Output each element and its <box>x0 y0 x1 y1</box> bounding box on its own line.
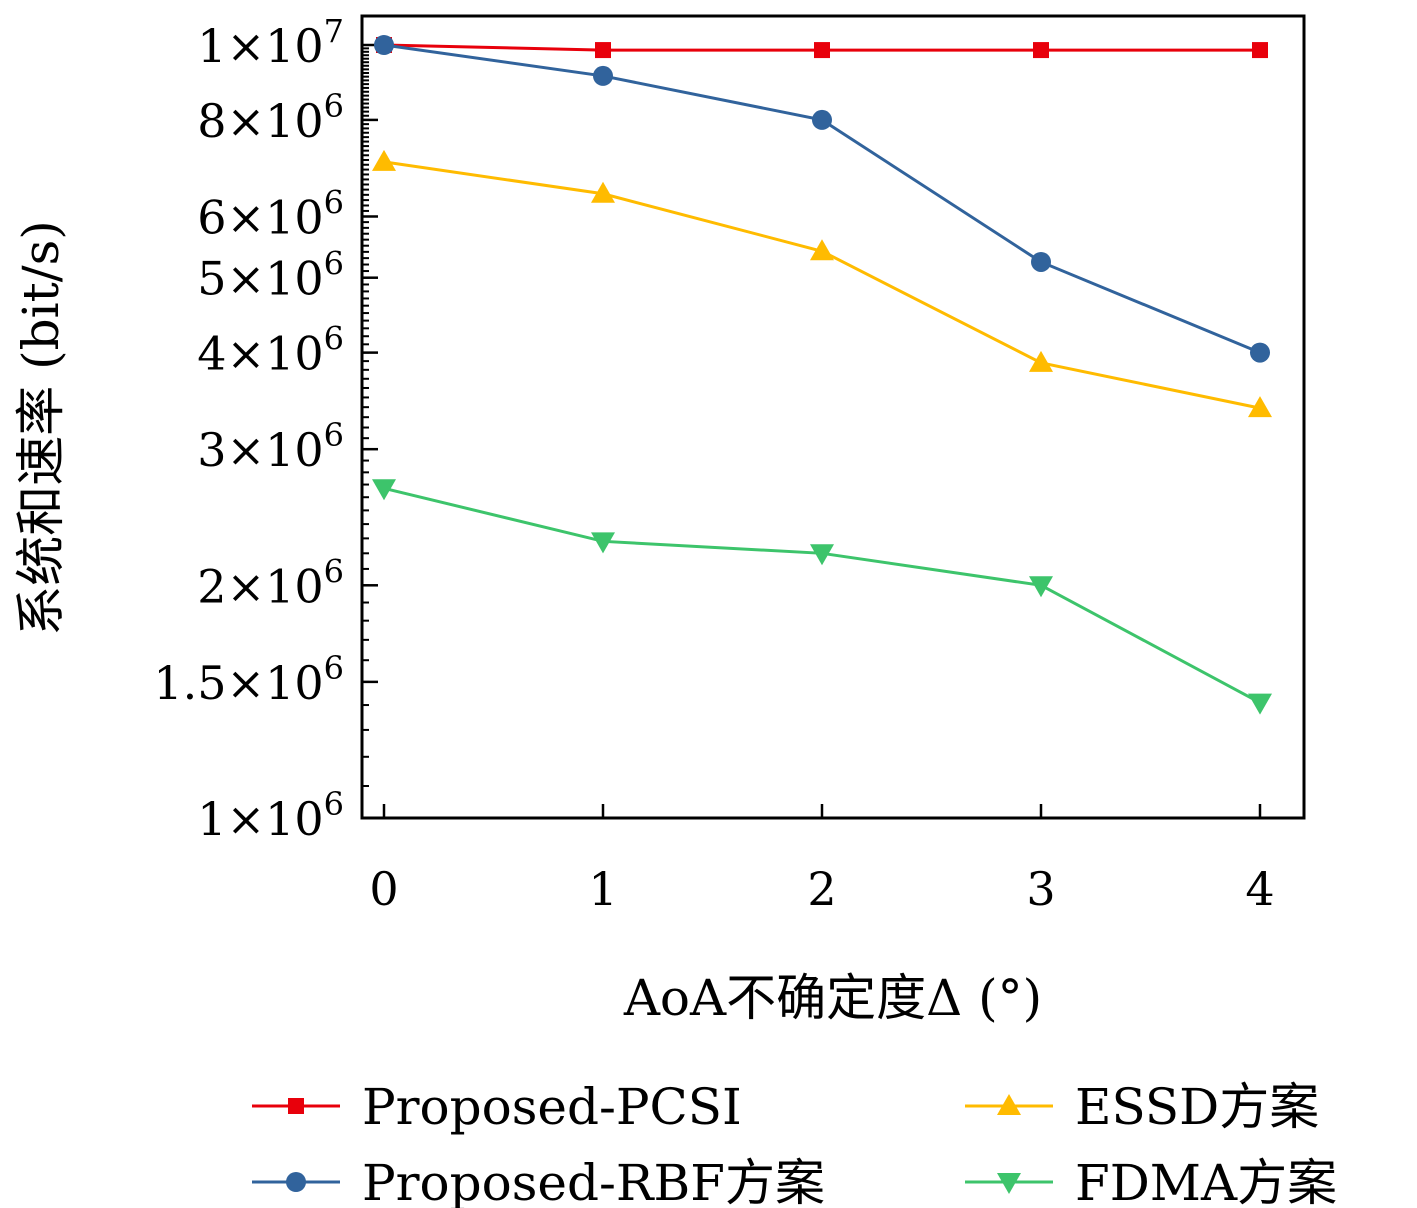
x-axis-label: AoA不确定度Δ (°) <box>623 969 1042 1027</box>
data-point <box>814 42 830 59</box>
x-tick-label: 2 <box>807 862 836 916</box>
legend-item: Proposed-RBF方案 <box>252 1154 825 1208</box>
y-tick-label: 1×106 <box>197 785 344 846</box>
data-point <box>1252 42 1268 59</box>
y-tick-label: 1×107 <box>197 12 344 73</box>
data-point <box>1029 350 1053 372</box>
legend-marker <box>997 1094 1021 1115</box>
y-tick-label: 4×106 <box>197 320 344 381</box>
data-point <box>1031 251 1051 272</box>
y-axis-label: 系统和速率 (bit/s) <box>12 220 70 636</box>
legend-item: ESSD方案 <box>965 1078 1319 1136</box>
plot-frame <box>360 14 1306 820</box>
data-point <box>591 532 615 554</box>
data-point <box>372 149 396 171</box>
x-tick-label: 4 <box>1245 862 1274 916</box>
data-point <box>593 65 613 86</box>
series-2 <box>372 149 1272 418</box>
legend-marker <box>997 1173 1021 1194</box>
series-3 <box>372 479 1272 715</box>
series-line <box>383 160 1261 410</box>
data-point <box>1029 576 1053 598</box>
x-tick-label: 0 <box>369 862 398 916</box>
x-tick-label: 3 <box>1026 862 1055 916</box>
legend-label: Proposed-RBF方案 <box>362 1154 825 1208</box>
data-point <box>1033 42 1049 59</box>
y-tick-label: 1.5×106 <box>153 649 344 710</box>
data-point <box>810 239 834 261</box>
x-tick-label: 1 <box>588 862 617 916</box>
y-tick-label: 6×106 <box>197 183 344 244</box>
series-0 <box>376 37 1268 59</box>
legend-marker <box>288 1098 304 1114</box>
series-1 <box>374 35 1270 363</box>
data-point <box>812 109 832 130</box>
y-tick-label: 8×106 <box>197 87 344 148</box>
legend-label: Proposed-PCSI <box>362 1078 742 1136</box>
data-point <box>372 479 396 501</box>
legend-item: Proposed-PCSI <box>252 1078 742 1136</box>
series-line <box>383 43 1261 354</box>
series-line <box>383 486 1261 704</box>
legend-item: FDMA方案 <box>965 1154 1337 1208</box>
data-point <box>595 42 611 59</box>
data-point <box>1250 342 1270 363</box>
data-point <box>374 35 394 55</box>
data-point <box>1248 396 1272 418</box>
y-tick-label: 5×106 <box>197 245 344 306</box>
legend-marker <box>286 1172 306 1192</box>
legend-label: FDMA方案 <box>1075 1154 1337 1208</box>
data-point <box>591 181 615 203</box>
legend-label: ESSD方案 <box>1075 1078 1319 1136</box>
data-point <box>810 544 834 566</box>
y-tick-label: 2×106 <box>197 552 344 613</box>
data-point <box>1248 693 1272 715</box>
y-tick-label: 3×106 <box>197 416 344 477</box>
